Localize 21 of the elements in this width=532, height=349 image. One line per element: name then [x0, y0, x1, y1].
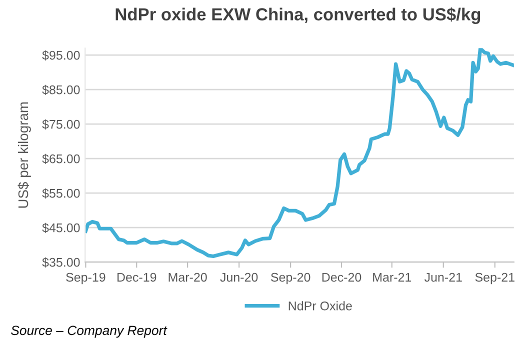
y-tick-label: $65.00 [42, 154, 80, 164]
y-tick-label: $45.00 [42, 222, 80, 233]
x-tick-label: Mar-20 [168, 272, 207, 282]
x-tick-label: Dec-19 [118, 272, 156, 282]
y-tick-label: $85.00 [42, 84, 80, 95]
x-tick-label: Mar-21 [373, 272, 412, 282]
y-axis-title: US$ per kilogram [18, 102, 31, 208]
x-tick-label: Jun-21 [424, 272, 462, 282]
x-tick-label: Sep-20 [270, 272, 310, 284]
y-tick-label: $55.00 [42, 188, 80, 198]
chart-title: NdPr oxide EXW China, converted to US$/kg [116, 7, 480, 24]
y-tick-label: $95.00 [42, 50, 80, 60]
legend-label: NdPr Oxide [288, 301, 352, 310]
x-tick-label: Sep-21 [475, 272, 514, 284]
x-tick-label: Jun-20 [220, 272, 258, 282]
x-tick-label: Dec-20 [322, 272, 362, 282]
y-tick-label: $35.00 [42, 257, 80, 268]
line-series [85, 48, 514, 258]
source-note: Source – Company Report [11, 326, 168, 338]
x-tick-label: Sep-19 [66, 272, 106, 284]
y-tick-label: $75.00 [42, 119, 80, 130]
